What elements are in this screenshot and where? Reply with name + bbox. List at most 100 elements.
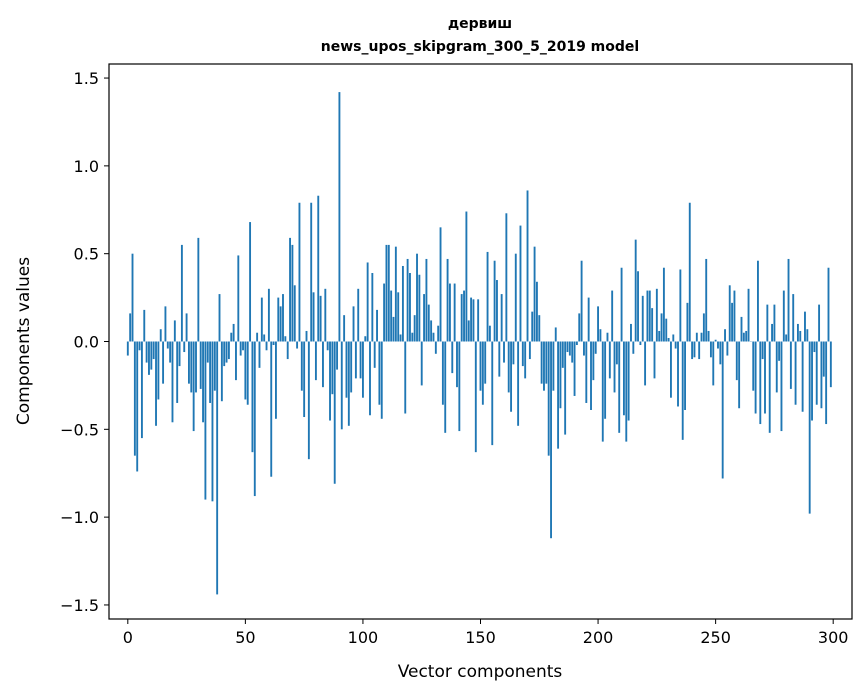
bar	[789, 341, 792, 389]
bar	[131, 253, 134, 342]
bar	[524, 341, 527, 379]
bar	[785, 334, 788, 342]
bar	[709, 341, 712, 358]
bar	[526, 190, 529, 342]
bar	[773, 304, 776, 342]
bar	[195, 341, 197, 393]
bar	[778, 341, 781, 361]
bar	[733, 290, 736, 342]
bar	[780, 341, 783, 432]
bar	[601, 341, 604, 442]
bar	[759, 341, 762, 425]
bar	[782, 290, 785, 342]
bar	[481, 341, 484, 405]
bar	[242, 341, 244, 351]
bar	[310, 202, 313, 342]
bar	[667, 337, 670, 342]
bar	[761, 341, 764, 360]
bar	[460, 294, 463, 342]
bar	[347, 341, 350, 426]
bar	[580, 260, 583, 342]
bar	[140, 341, 143, 439]
bar	[519, 225, 522, 342]
bar	[204, 341, 207, 500]
bar	[811, 341, 813, 421]
bar	[825, 341, 828, 425]
bar	[277, 297, 280, 342]
bar	[554, 327, 557, 342]
bar	[437, 325, 440, 342]
x-tick-label: 200	[583, 628, 614, 647]
bar	[752, 341, 755, 391]
bar	[371, 273, 374, 342]
bar	[639, 341, 642, 346]
bar	[211, 341, 214, 502]
bar	[561, 341, 564, 368]
bar	[717, 341, 719, 349]
bar	[634, 239, 637, 342]
bar	[376, 309, 378, 342]
bar	[766, 304, 769, 342]
bar	[477, 299, 480, 342]
bar	[260, 297, 263, 342]
bar	[425, 258, 428, 342]
bar	[545, 341, 548, 384]
bar	[279, 306, 282, 342]
bar	[662, 267, 665, 342]
bar	[465, 211, 468, 342]
bar	[705, 258, 708, 342]
bar	[695, 332, 698, 342]
bar	[491, 341, 494, 446]
bar	[383, 283, 386, 342]
bar	[197, 237, 200, 342]
bar	[317, 195, 320, 342]
bar	[684, 341, 686, 410]
bar	[566, 341, 569, 353]
bar	[679, 269, 682, 342]
bar	[218, 294, 221, 342]
bar	[604, 341, 607, 419]
bar	[606, 332, 609, 342]
bar	[535, 281, 538, 342]
bar	[298, 202, 301, 342]
bar	[512, 341, 515, 365]
bar	[239, 341, 242, 356]
bar	[155, 341, 157, 426]
bar	[439, 227, 442, 342]
bar	[794, 341, 797, 405]
bar	[618, 341, 621, 433]
bar	[362, 341, 364, 398]
bar	[230, 332, 233, 342]
bar	[686, 302, 689, 342]
bar	[787, 258, 790, 342]
bar	[590, 341, 592, 410]
bar	[474, 341, 477, 453]
bar	[223, 341, 226, 367]
bar	[159, 329, 162, 342]
bar	[399, 334, 402, 342]
y-tick-label: 1.5	[74, 69, 99, 88]
bar	[380, 341, 383, 419]
x-tick-label: 0	[123, 628, 133, 647]
bar	[446, 258, 449, 342]
bar	[804, 311, 806, 342]
bar	[199, 341, 202, 389]
x-tick-label: 150	[465, 628, 496, 647]
bar	[557, 341, 560, 449]
bar	[568, 341, 571, 356]
bar	[747, 288, 750, 342]
y-tick-label: 0.0	[74, 333, 99, 352]
bar	[660, 313, 663, 342]
bar	[698, 341, 701, 360]
bar	[451, 341, 454, 374]
bar	[796, 323, 799, 342]
bar	[467, 320, 470, 342]
bar	[430, 320, 433, 342]
bar	[354, 341, 357, 379]
bar	[385, 244, 388, 342]
bar	[822, 341, 825, 377]
bar	[209, 341, 212, 403]
bar	[571, 341, 574, 363]
bar	[547, 341, 550, 456]
